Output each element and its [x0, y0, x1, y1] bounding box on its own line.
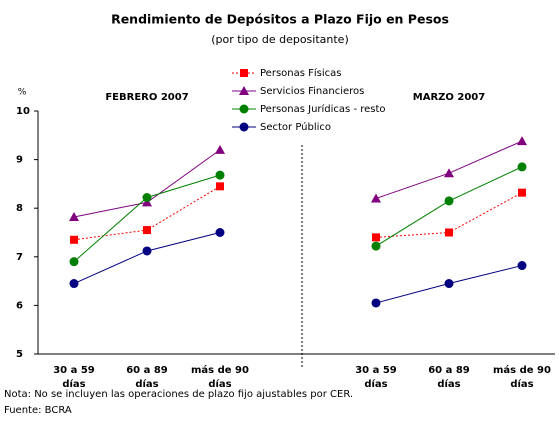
marker — [517, 261, 527, 271]
marker — [239, 122, 249, 132]
series-line — [73, 232, 221, 284]
marker — [142, 193, 152, 203]
marker — [444, 168, 454, 178]
marker — [143, 226, 151, 235]
group-label: FEBRERO 2007 — [105, 92, 188, 103]
y-tick-label: 9 — [16, 155, 23, 166]
series-line — [73, 149, 221, 218]
x-tick-label: 60 a 89 días — [126, 365, 168, 390]
marker — [69, 257, 79, 267]
marker — [371, 241, 381, 251]
marker — [70, 235, 78, 244]
legend-label: Sector Público — [260, 121, 331, 133]
legend-label: Personas Físicas — [260, 67, 341, 79]
note: Nota: No se incluyen las operaciones de … — [4, 389, 353, 400]
y-tick-label: 6 — [16, 300, 23, 311]
marker — [239, 104, 249, 114]
marker — [69, 211, 79, 221]
marker — [69, 279, 79, 289]
marker — [215, 228, 225, 237]
marker — [444, 196, 454, 206]
marker — [239, 86, 249, 95]
legend-label: Servicios Financieros — [260, 86, 364, 97]
marker — [445, 228, 453, 237]
marker — [517, 162, 527, 172]
marker — [371, 298, 381, 308]
marker — [372, 233, 380, 242]
marker — [240, 69, 248, 77]
marker — [371, 193, 381, 203]
marker — [215, 144, 225, 154]
marker — [444, 279, 454, 289]
y-axis-label: % — [18, 88, 27, 98]
marker — [142, 246, 152, 256]
x-tick-label: 30 a 59 días — [53, 365, 95, 390]
x-tick-label: 60 a 89 días — [428, 365, 470, 390]
x-tick-label: más de 90 días — [191, 364, 249, 390]
x-tick-label: 30 a 59 días — [355, 365, 397, 390]
x-tick-label: más de 90 días — [493, 364, 551, 390]
y-tick-label: 5 — [16, 349, 23, 360]
legend-label: Personas Jurídicas - resto — [260, 103, 386, 115]
y-tick-label: 8 — [16, 203, 23, 214]
source: Fuente: BCRA — [4, 405, 72, 416]
group-label: MARZO 2007 — [413, 92, 485, 103]
y-tick-label: 7 — [16, 252, 23, 263]
chart-subtitle: (por tipo de depositante) — [211, 33, 349, 46]
marker — [517, 136, 527, 146]
chart-title: Rendimiento de Depósitos a Plazo Fijo en… — [111, 12, 449, 27]
marker — [216, 182, 224, 191]
marker — [215, 170, 225, 180]
y-tick-label: 10 — [16, 106, 30, 117]
marker — [518, 188, 526, 197]
